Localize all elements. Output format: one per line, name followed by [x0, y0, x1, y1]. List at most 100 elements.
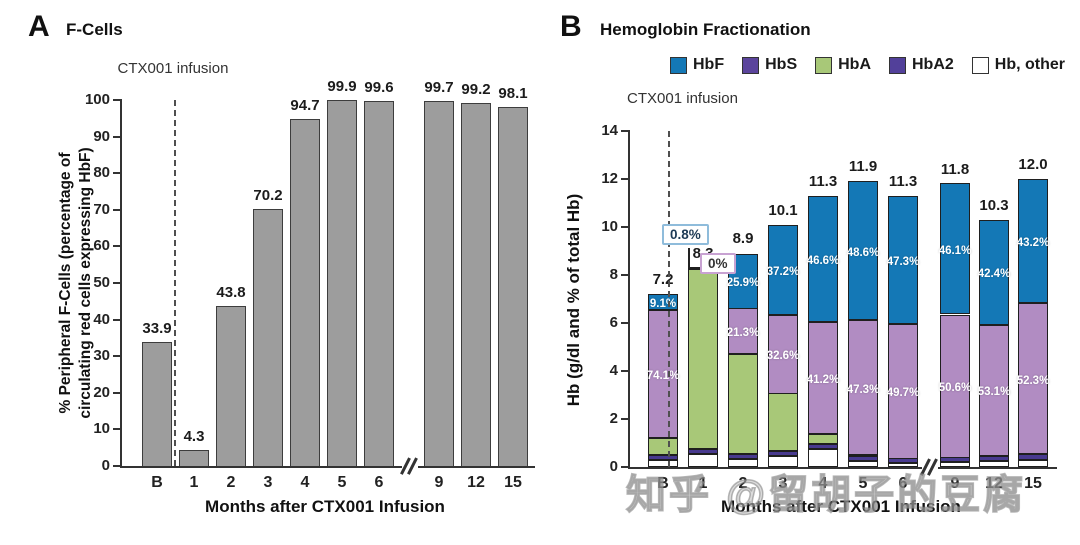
y-tick-20 — [113, 391, 122, 394]
y-tick-4 — [621, 370, 630, 372]
segment-Hbother-month-9 — [940, 462, 970, 467]
hbf-pct-label-2: 25.9% — [726, 277, 760, 289]
segment-HbA-month-3 — [768, 393, 798, 451]
hbf-pct-label-4: 46.6% — [806, 255, 840, 267]
y-tick-label-80: 80 — [93, 164, 110, 182]
infusion-dashed-line — [174, 100, 176, 466]
legend-label: HbA2 — [912, 56, 954, 73]
segment-HbA-month-2 — [728, 354, 758, 454]
legend-label: HbA — [838, 56, 871, 73]
segment-HbA2-month-2 — [728, 454, 758, 459]
bar-total-label-B: 7.2 — [652, 271, 674, 289]
x-tick-label-6: 6 — [898, 475, 908, 492]
legend-swatch-icon — [971, 56, 989, 74]
panel-a-title: F-Cells — [66, 20, 123, 39]
panel-b-x-axis-title: Months after CTX001 Infusion — [721, 497, 961, 516]
y-tick-0 — [113, 465, 122, 467]
x-tick-label-B: B — [151, 474, 163, 491]
callout-leader-line — [688, 248, 690, 268]
legend-label: HbS — [765, 56, 798, 73]
y-tick-12 — [621, 178, 630, 180]
x-tick-label-B: B — [657, 475, 669, 492]
segment-HbA-month-1 — [688, 269, 718, 449]
callout-hbs: 0% — [700, 253, 736, 274]
panel-a-infusion-label: CTX001 infusion — [117, 60, 229, 77]
y-tick-label-100: 100 — [84, 91, 110, 108]
y-tick-10 — [113, 428, 122, 431]
segment-HbS-month-15 — [1018, 303, 1048, 454]
segment-HbF-month-5 — [848, 181, 878, 320]
bar-total-label-12: 10.3 — [979, 196, 1009, 214]
segment-HbA2-month-15 — [1018, 454, 1048, 460]
bar-month-4 — [290, 119, 320, 466]
hbf-pct-label-12: 42.4% — [977, 268, 1011, 280]
segment-HbS-month-4 — [808, 322, 838, 434]
bar-month-1 — [179, 450, 209, 466]
y-tick-80 — [113, 172, 122, 175]
y-tick-label-6: 6 — [609, 314, 618, 331]
segment-HbF-month-6 — [888, 196, 918, 324]
x-tick-label-9: 9 — [434, 474, 444, 491]
bar-total-label-9: 11.8 — [940, 160, 970, 178]
x-tick-label-6: 6 — [374, 474, 384, 491]
bar-value-label-4: 94.7 — [290, 97, 320, 114]
y-tick-0 — [621, 466, 630, 468]
segment-Hbother-month-5 — [848, 461, 878, 467]
y-tick-2 — [621, 418, 630, 420]
segment-HbS-month-6 — [888, 324, 918, 459]
infusion-dashed-line — [668, 131, 670, 467]
y-tick-label-10: 10 — [93, 420, 110, 438]
y-tick-label-8: 8 — [609, 266, 618, 283]
y-tick-label-20: 20 — [93, 383, 110, 401]
x-tick-label-4: 4 — [300, 474, 310, 491]
hbf-pct-label-6: 47.3% — [886, 256, 920, 268]
hbs-pct-label-B: 74.1% — [646, 370, 680, 382]
segment-HbA2-month-1 — [688, 449, 718, 454]
panel-a-letter: A — [28, 10, 50, 43]
legend-swatch-icon — [889, 56, 906, 74]
bar-month-15 — [498, 107, 528, 466]
hbs-pct-label-5: 47.3% — [846, 384, 880, 396]
y-tick-label-14: 14 — [601, 122, 618, 139]
bar-total-label-5: 11.9 — [848, 158, 878, 176]
segment-HbS-month-12 — [979, 325, 1009, 456]
y-tick-label-2: 2 — [609, 410, 618, 427]
legend-item-hba2: HbA2 — [889, 56, 954, 74]
segment-HbA-month-B — [648, 438, 678, 455]
segment-HbA2-month-5 — [848, 456, 878, 461]
segment-HbF-month-B — [648, 294, 678, 310]
x-tick-label-9: 9 — [950, 475, 960, 492]
segment-HbS-month-5 — [848, 320, 878, 455]
hbs-pct-label-15: 52.3% — [1016, 375, 1050, 387]
y-tick-label-12: 12 — [601, 170, 618, 187]
bar-value-label-2: 43.8 — [216, 284, 246, 301]
y-tick-100 — [113, 99, 122, 101]
segment-HbA2-month-12 — [979, 456, 1009, 461]
y-tick-14 — [621, 130, 630, 132]
legend-swatch-icon — [815, 56, 833, 74]
hbf-pct-label-9: 46.1% — [938, 245, 972, 257]
bar-total-label-15: 12.0 — [1018, 156, 1048, 173]
hbs-pct-label-12: 53.1% — [977, 386, 1011, 398]
y-tick-label-4: 4 — [609, 362, 618, 379]
legend-item-hbf: HbF — [670, 56, 724, 74]
panel-b-legend: HbF HbS HbA HbA2 Hb, other — [670, 56, 1065, 74]
hbs-pct-label-4: 41.2% — [806, 374, 840, 386]
bar-value-label-3: 70.2 — [253, 187, 283, 204]
x-tick-label-1: 1 — [698, 475, 708, 492]
bar-value-label-B: 33.9 — [142, 320, 172, 337]
y-tick-6 — [621, 322, 630, 324]
hbf-pct-label-15: 43.2% — [1016, 237, 1050, 249]
y-tick-label-0: 0 — [101, 457, 110, 474]
bar-total-label-6: 11.3 — [888, 172, 918, 190]
x-tick-label-5: 5 — [858, 475, 868, 492]
hbs-pct-label-6: 49.7% — [886, 387, 920, 399]
segment-Hbother-month-15 — [1018, 460, 1048, 467]
legend-item-hbother: Hb, other — [971, 56, 1065, 74]
legend-item-hba: HbA — [815, 56, 871, 74]
bar-month-12 — [461, 103, 491, 466]
y-tick-90 — [113, 135, 122, 138]
segment-HbS-month-2 — [728, 308, 758, 354]
y-tick-70 — [113, 208, 122, 211]
x-tick-label-1: 1 — [189, 474, 199, 491]
